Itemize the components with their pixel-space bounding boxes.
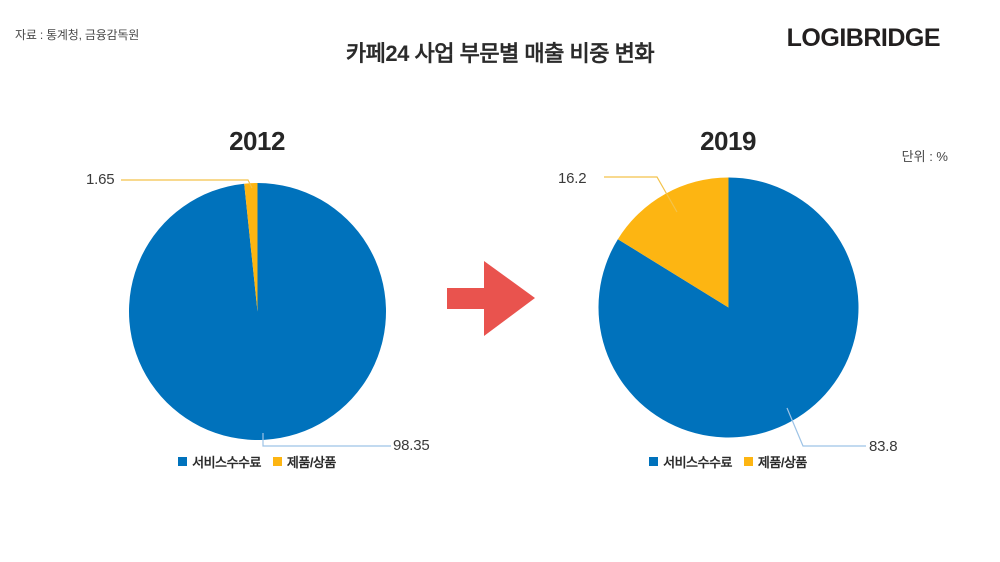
source-note: 자료 : 통계청, 금융감독원	[15, 28, 140, 42]
legend-2019: 서비스수수료 제품/상품	[578, 452, 878, 471]
leader-line-2019-yellow	[604, 176, 678, 213]
legend-swatch-yellow-icon	[743, 457, 753, 466]
right-arrow-icon	[447, 261, 535, 336]
unit-label: 단위 : %	[901, 149, 948, 164]
pie-slice-2019-1	[617, 177, 729, 308]
legend-label-products: 제품/상품	[757, 455, 807, 470]
page-title: 카페24 사업 부문별 매출 비중 변화	[345, 41, 655, 66]
leader-line-2012-blue	[262, 433, 391, 447]
chart-title-2012: 2012	[229, 126, 285, 156]
legend-swatch-blue-icon	[178, 457, 188, 466]
legend-swatch-blue-icon	[649, 457, 659, 466]
chart-title-2019: 2019	[700, 126, 756, 156]
legend-2012: 서비스수수료 제품/상품	[107, 452, 407, 471]
logibridge-logo: LOGIBRIDGE	[786, 24, 941, 52]
leader-line-2012-yellow	[121, 179, 253, 189]
pie-chart-2012	[129, 183, 387, 440]
legend-item-products: 제품/상품	[743, 452, 807, 471]
legend-item-service-fee: 서비스수수료	[649, 452, 732, 471]
legend-swatch-yellow-icon	[272, 457, 282, 466]
legend-label-service-fee: 서비스수수료	[663, 455, 732, 470]
pie-slice-2012-0	[129, 183, 387, 440]
legend-item-service-fee: 서비스수수료	[178, 452, 261, 471]
value-label-2012-products: 1.65	[86, 171, 115, 188]
leader-line-2019-blue	[786, 407, 866, 447]
legend-item-products: 제품/상품	[272, 452, 336, 471]
legend-label-products: 제품/상품	[286, 455, 336, 470]
pie-slice-2012-1	[244, 183, 258, 312]
value-label-2012-service: 98.35	[393, 437, 430, 454]
legend-label-service-fee: 서비스수수료	[192, 455, 261, 470]
value-label-2019-products: 16.2	[558, 170, 587, 187]
value-label-2019-service: 83.8	[869, 438, 898, 455]
pie-chart-2019	[598, 177, 859, 438]
